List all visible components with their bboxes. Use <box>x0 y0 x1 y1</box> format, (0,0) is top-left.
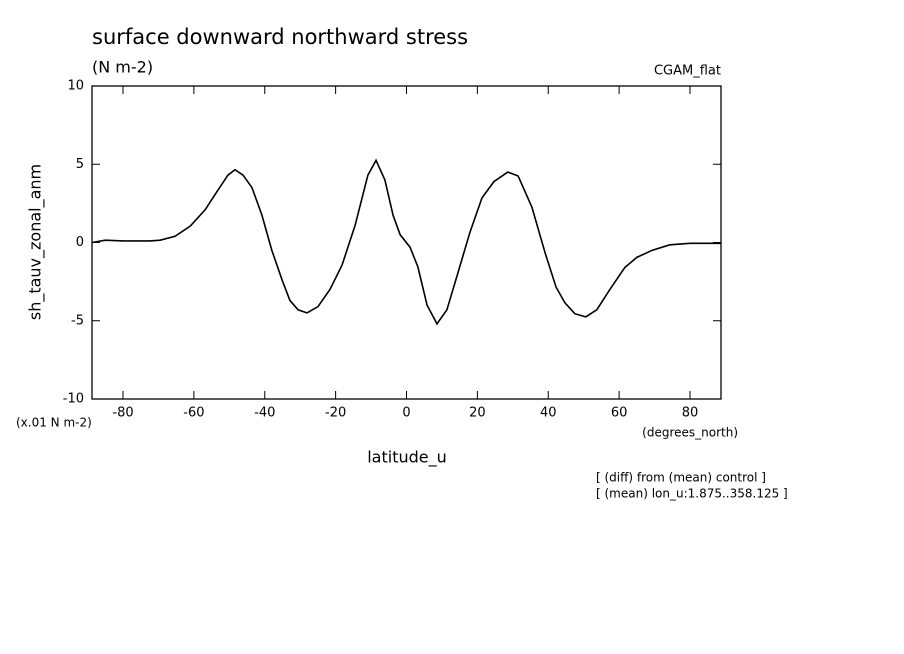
x-tick-label: 80 <box>682 406 699 421</box>
x-units: (degrees_north) <box>642 426 738 440</box>
x-tick-label: -40 <box>254 406 275 421</box>
y-tick-label: 0 <box>76 235 84 250</box>
note: [ (diff) from (mean) control ] <box>596 471 766 485</box>
y-tick-label: 10 <box>67 79 84 94</box>
x-tick-label: 60 <box>611 406 628 421</box>
dataset-label: CGAM_flat <box>654 64 721 79</box>
x-tick-label: -60 <box>183 406 204 421</box>
data-line <box>91 158 721 326</box>
subtitle: (N m-2) <box>92 58 153 77</box>
chart-title: surface downward northward stress <box>92 25 468 49</box>
x-tick-label: -20 <box>325 406 346 421</box>
y-tick-label: -5 <box>71 313 84 328</box>
x-axis-label: latitude_u <box>367 448 447 468</box>
y-axis-label: sh_tauv_zonal_anm <box>26 164 46 320</box>
note: [ (mean) lon_u:1.875..358.125 ] <box>596 487 788 501</box>
y-units: (x.01 N m-2) <box>16 416 92 430</box>
y-tick-label: 5 <box>76 157 84 172</box>
x-tick-label: -80 <box>112 406 133 421</box>
y-tick-label: -10 <box>63 392 84 407</box>
x-tick-label: 40 <box>540 406 557 421</box>
x-tick-label: 20 <box>469 406 486 421</box>
x-tick-label: 0 <box>402 406 410 421</box>
